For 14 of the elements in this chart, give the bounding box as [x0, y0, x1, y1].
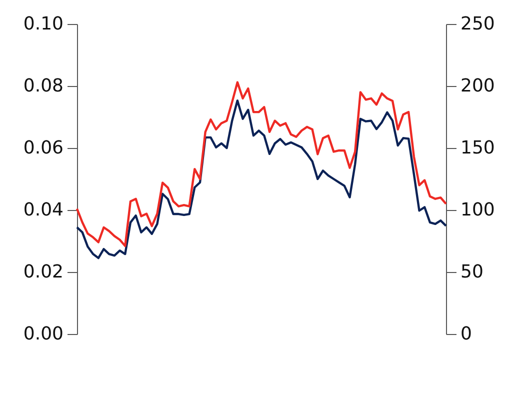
y-tick-label: 0.06	[23, 138, 64, 158]
line-series	[76, 81, 448, 248]
y-tick-label: 0.08	[23, 76, 64, 96]
y2-tick-label: 0	[460, 324, 472, 344]
y2-tick-label: 200	[460, 76, 495, 96]
line-series	[76, 99, 448, 260]
y2-tick-label: 100	[460, 200, 495, 220]
y2-tick-label: 250	[460, 14, 495, 34]
y-tick-label: 0.04	[23, 200, 64, 220]
y2-tick-label: 150	[460, 138, 495, 158]
y2-tick-label: 50	[460, 262, 484, 282]
y-tick-label: 0.10	[23, 14, 64, 34]
y-tick-label: 0.02	[23, 262, 64, 282]
y-tick-label: 0.00	[23, 324, 64, 344]
